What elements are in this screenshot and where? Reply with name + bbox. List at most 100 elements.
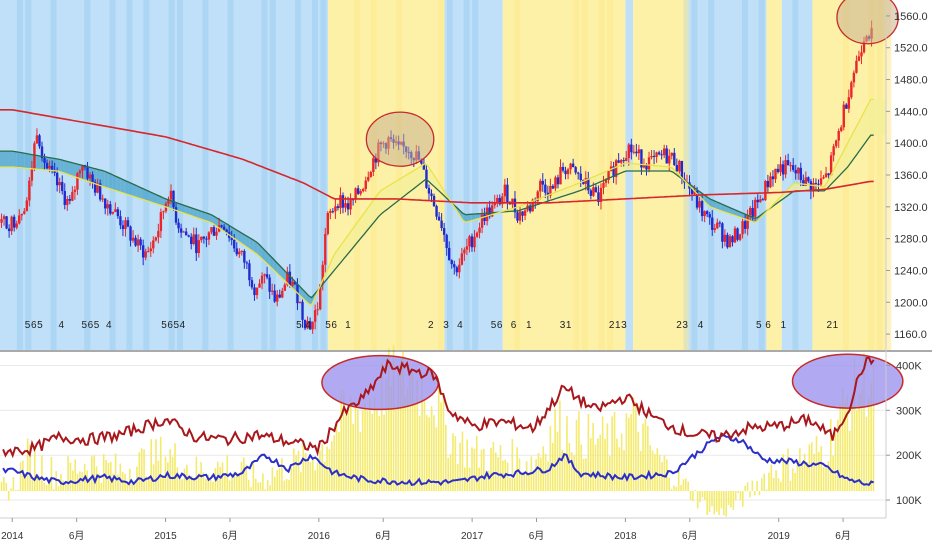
candle-body bbox=[121, 225, 125, 230]
volume-bar bbox=[525, 461, 528, 492]
candle-body bbox=[637, 149, 641, 154]
volume-bar bbox=[102, 453, 105, 492]
volume-bar bbox=[150, 439, 153, 492]
volume-bar bbox=[304, 453, 307, 492]
candle-body bbox=[675, 165, 679, 172]
y-tick-label: 1200.0 bbox=[894, 297, 928, 309]
candle-body bbox=[812, 182, 815, 192]
ma-cloud bbox=[418, 165, 423, 185]
x-tick-label: 6月 bbox=[835, 530, 851, 542]
volume-bar bbox=[169, 449, 172, 492]
candle-body bbox=[473, 236, 476, 248]
volume-bar bbox=[794, 472, 796, 492]
candle-body bbox=[713, 228, 716, 230]
candle-body bbox=[265, 274, 269, 278]
ma-cloud bbox=[596, 174, 601, 184]
ma-cloud bbox=[861, 108, 866, 148]
candle-body bbox=[832, 146, 835, 156]
volume-bar bbox=[566, 416, 568, 492]
volume-bar bbox=[513, 477, 516, 492]
candle-body bbox=[50, 165, 54, 170]
ma-cloud bbox=[157, 195, 162, 206]
candle-body bbox=[45, 162, 49, 169]
volume-bar bbox=[625, 413, 628, 492]
candle-body bbox=[756, 199, 759, 203]
candle-body bbox=[362, 188, 365, 192]
candle-body bbox=[485, 207, 489, 222]
candle-body bbox=[190, 236, 193, 245]
candle-body bbox=[453, 264, 456, 268]
volume-bar bbox=[542, 446, 545, 492]
volume-bar bbox=[865, 416, 868, 492]
volume-bar bbox=[751, 480, 754, 492]
highlight-ellipse bbox=[321, 354, 440, 411]
candle-body bbox=[668, 155, 671, 164]
volume-bar bbox=[537, 452, 540, 492]
ma-cloud bbox=[865, 100, 870, 142]
candle-body bbox=[448, 247, 451, 261]
ma-cloud bbox=[378, 189, 383, 217]
candle-body bbox=[705, 211, 709, 215]
regime-stripe bbox=[320, 0, 327, 350]
volume-bar bbox=[74, 459, 76, 492]
volume-bar bbox=[483, 448, 485, 492]
ma-cloud bbox=[28, 153, 33, 169]
volume-bar bbox=[5, 482, 8, 492]
candle-body bbox=[678, 160, 681, 172]
volume-bar bbox=[701, 491, 704, 498]
candle-body bbox=[270, 290, 274, 292]
candle-body bbox=[88, 174, 92, 179]
volume-bar bbox=[205, 478, 207, 492]
ma-cloud bbox=[346, 232, 351, 256]
volume-bar bbox=[421, 376, 423, 492]
candle-body bbox=[230, 237, 233, 240]
candle-body bbox=[98, 183, 102, 200]
candle-body bbox=[630, 144, 633, 153]
volume-bar bbox=[397, 366, 400, 492]
candle-body bbox=[465, 246, 469, 250]
volume-bar bbox=[45, 484, 48, 492]
candle-body bbox=[192, 234, 195, 245]
candle-body bbox=[566, 169, 570, 175]
candle-body bbox=[592, 187, 595, 196]
candle-body bbox=[273, 290, 276, 302]
volume-bar bbox=[114, 453, 117, 492]
x-tick-label: 6月 bbox=[222, 530, 238, 542]
candle-body bbox=[617, 160, 620, 163]
volume-bar bbox=[725, 491, 727, 517]
candle-body bbox=[587, 178, 590, 191]
candle-body bbox=[455, 267, 458, 273]
candle-body bbox=[769, 176, 772, 188]
ma-mid-line bbox=[0, 134, 874, 299]
volume-bar bbox=[459, 442, 461, 492]
ma-cloud bbox=[64, 160, 69, 175]
candle-body bbox=[301, 301, 304, 320]
ma-cloud bbox=[849, 131, 854, 165]
candle-body bbox=[104, 198, 107, 209]
volume-bar bbox=[832, 455, 834, 492]
candle-body bbox=[106, 204, 109, 209]
candle-body bbox=[475, 232, 479, 237]
volume-bar bbox=[243, 457, 245, 492]
volume-bar bbox=[535, 459, 537, 492]
volume-bar bbox=[784, 460, 787, 492]
candle-body bbox=[809, 181, 813, 192]
volume-bar bbox=[190, 476, 193, 492]
volume-bar bbox=[825, 464, 827, 492]
candle-body bbox=[599, 187, 603, 203]
ma-cloud bbox=[563, 187, 568, 196]
volume-bar bbox=[264, 489, 267, 492]
volume-bar bbox=[841, 388, 844, 492]
candle-body bbox=[248, 263, 251, 281]
candle-body bbox=[283, 284, 287, 291]
volume-bar bbox=[818, 451, 820, 492]
volume-bar bbox=[799, 448, 801, 492]
candle-body bbox=[18, 215, 21, 224]
volume-bar bbox=[24, 476, 27, 492]
x-tick-label: 2018 bbox=[614, 531, 637, 542]
candle-body bbox=[503, 184, 507, 197]
ma-cloud bbox=[16, 151, 21, 168]
candle-body bbox=[802, 180, 805, 186]
candle-body bbox=[673, 152, 676, 166]
volume-bar bbox=[148, 478, 150, 492]
